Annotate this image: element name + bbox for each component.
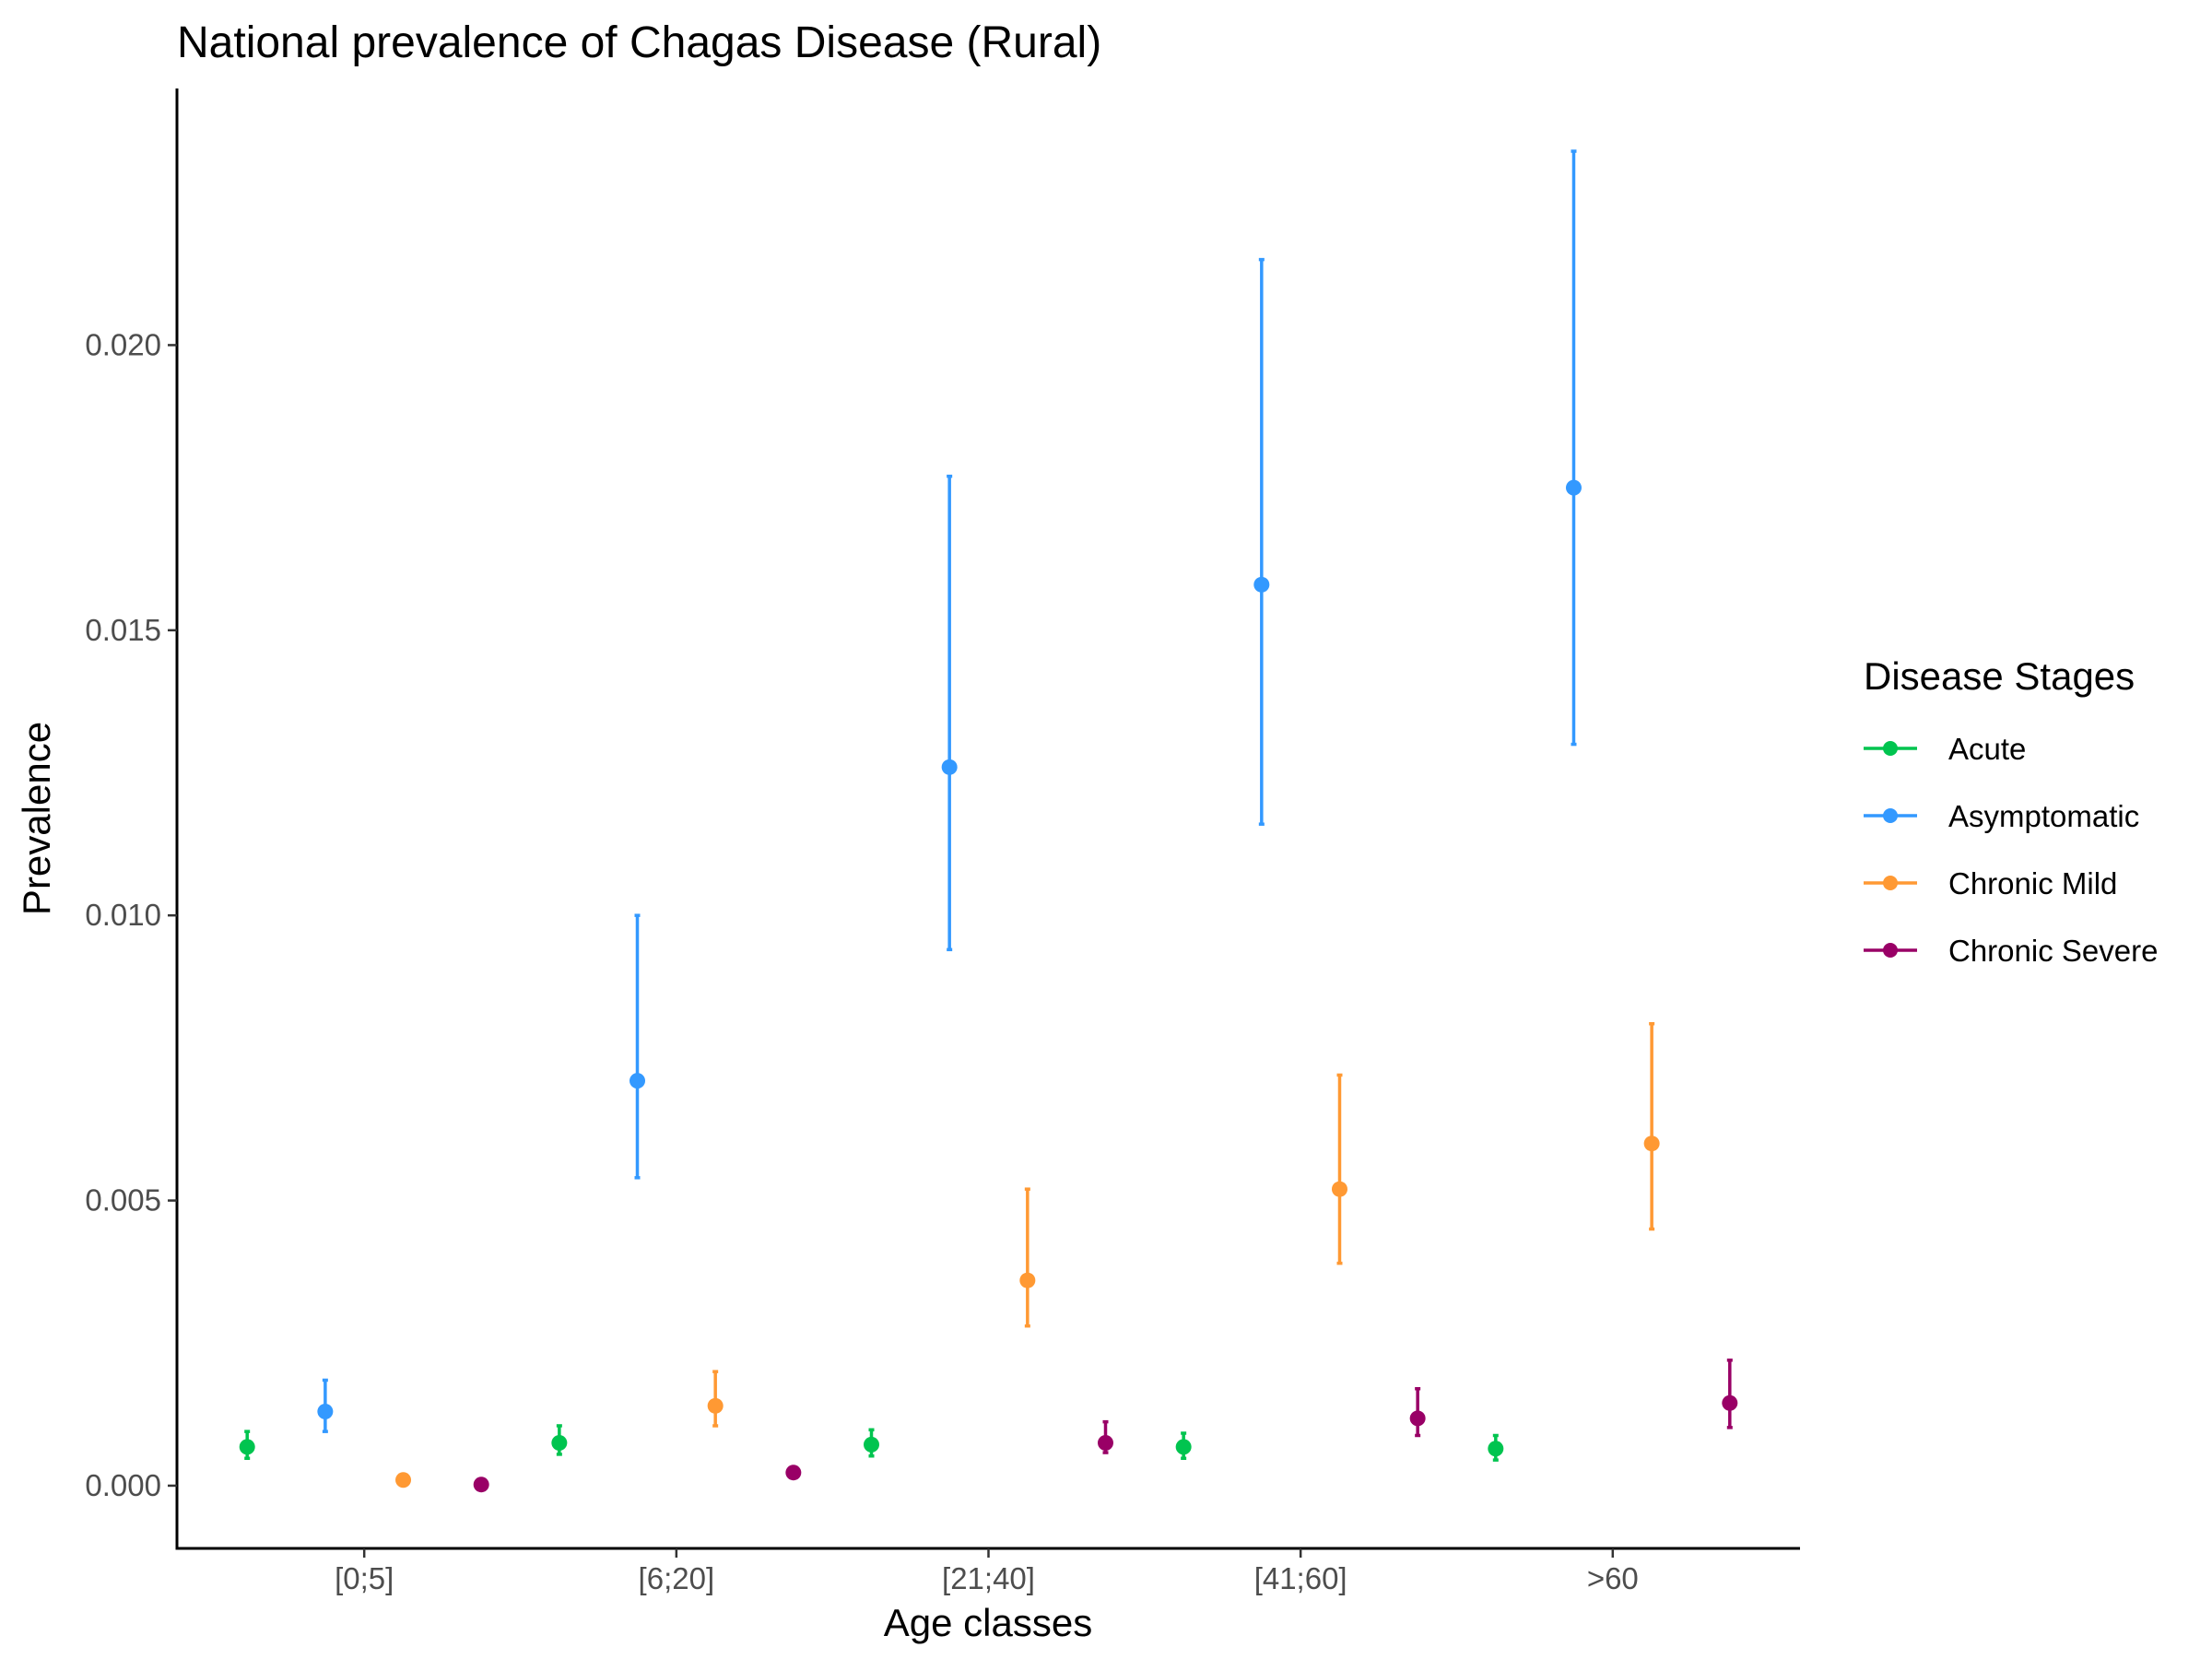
data-point <box>1175 1439 1192 1455</box>
data-point <box>1643 1135 1660 1152</box>
data-point <box>1565 479 1582 496</box>
legend-key-point <box>1883 943 1898 958</box>
y-tick-label: 0.015 <box>85 613 161 647</box>
x-tick-label: [6;20] <box>639 1561 715 1595</box>
legend-title: Disease Stages <box>1864 654 2135 698</box>
series-chronic-mild <box>395 1022 1660 1488</box>
chart-title: National prevalence of Chagas Disease (R… <box>177 18 1101 67</box>
data-point <box>1488 1441 1504 1457</box>
series-acute <box>239 1424 1504 1462</box>
series-asymptomatic <box>317 149 1582 1433</box>
legend-item: Asymptomatic <box>1864 799 2139 833</box>
data-point <box>239 1439 255 1455</box>
data-point <box>473 1477 489 1493</box>
y-tick-label: 0.020 <box>85 327 161 361</box>
data-point <box>1019 1272 1036 1288</box>
data-point <box>864 1436 880 1453</box>
legend-label: Acute <box>1948 732 2026 766</box>
data-point <box>785 1465 802 1481</box>
y-tick-label: 0.010 <box>85 898 161 932</box>
legend-label: Chronic Mild <box>1948 866 2117 900</box>
data-point <box>629 1073 646 1089</box>
y-tick-label: 0.005 <box>85 1183 161 1218</box>
legend: Disease Stages Acute Asymptomatic Chronic … <box>1864 654 2158 968</box>
legend-key-point <box>1883 808 1898 823</box>
data-point <box>395 1472 412 1488</box>
data-point <box>1331 1181 1347 1197</box>
y-axis-title: Prevalence <box>15 722 58 915</box>
x-axis-ticks: [0;5] [6;20] [21;40] [41;60] >60 <box>335 1548 1639 1595</box>
x-tick-label: [21;40] <box>942 1561 1035 1595</box>
plot-area <box>239 149 1738 1493</box>
data-point <box>941 759 958 775</box>
series-chronic-severe <box>473 1359 1738 1493</box>
x-tick-label: [0;5] <box>335 1561 394 1595</box>
data-point <box>707 1397 724 1414</box>
legend-key-point <box>1883 876 1898 890</box>
data-point <box>317 1404 334 1419</box>
x-axis-title: Age classes <box>884 1601 1092 1644</box>
legend-item: Chronic Severe <box>1864 934 2158 968</box>
data-point <box>1722 1394 1738 1411</box>
data-point <box>1253 576 1270 593</box>
data-point <box>551 1435 568 1452</box>
legend-item: Acute <box>1864 732 2026 766</box>
x-tick-label: [41;60] <box>1254 1561 1347 1595</box>
legend-label: Asymptomatic <box>1948 799 2139 833</box>
data-point <box>1097 1435 1113 1452</box>
legend-label: Chronic Severe <box>1948 934 2158 968</box>
y-axis-ticks: 0.000 0.005 0.010 0.015 0.020 <box>85 327 177 1502</box>
legend-key-point <box>1883 741 1898 756</box>
legend-item: Chronic Mild <box>1864 866 2117 900</box>
y-tick-label: 0.000 <box>85 1468 161 1502</box>
x-tick-label: >60 <box>1587 1561 1639 1595</box>
data-point <box>1409 1410 1426 1427</box>
